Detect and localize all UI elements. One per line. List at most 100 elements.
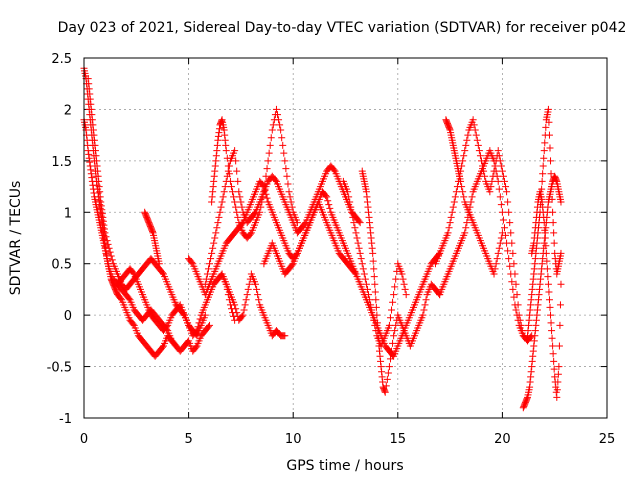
data-point (345, 193, 353, 201)
data-point (221, 136, 229, 144)
data-point (449, 203, 457, 211)
data-point (544, 273, 552, 281)
data-point (548, 195, 556, 203)
series-arc-13 (431, 116, 527, 340)
data-point (512, 306, 520, 314)
data-point (360, 270, 368, 278)
data-point (254, 291, 262, 299)
data-point (492, 260, 500, 268)
data-point (265, 149, 273, 157)
data-point (371, 288, 379, 296)
data-point (511, 301, 519, 309)
data-point (211, 234, 219, 242)
data-point (539, 208, 547, 216)
data-points (80, 64, 565, 412)
data-point (355, 244, 363, 252)
data-point (381, 388, 389, 396)
data-point (204, 323, 212, 331)
data-point (551, 249, 559, 257)
data-point (530, 234, 538, 242)
data-point (188, 258, 196, 266)
data-point (543, 265, 551, 273)
data-point (210, 172, 218, 180)
data-point (193, 327, 201, 335)
data-point (240, 306, 248, 314)
x-axis-label: GPS time / hours (286, 458, 403, 474)
data-point (547, 319, 555, 327)
data-point (252, 280, 260, 288)
data-point (215, 213, 223, 221)
data-point (84, 147, 92, 155)
data-point (385, 363, 393, 371)
data-point (542, 123, 550, 131)
data-point (469, 116, 477, 124)
data-point (496, 157, 504, 165)
data-point (527, 296, 535, 304)
data-point (540, 219, 548, 227)
data-point (531, 229, 539, 237)
data-point (353, 234, 361, 242)
data-point (554, 378, 562, 386)
data-point (213, 147, 221, 155)
y-tick-label: -1 (59, 412, 72, 427)
data-point (95, 177, 103, 185)
data-point (490, 270, 498, 278)
data-point (365, 208, 373, 216)
data-point (366, 219, 374, 227)
data-point (275, 116, 283, 124)
data-point (529, 347, 537, 355)
data-point (255, 296, 263, 304)
data-point (460, 152, 468, 160)
data-point (277, 126, 285, 134)
data-point (447, 213, 455, 221)
data-point (531, 255, 539, 263)
data-point (494, 249, 502, 257)
data-point (528, 291, 536, 299)
data-point (536, 280, 544, 288)
data-point (237, 198, 245, 206)
data-point (532, 219, 540, 227)
data-point (513, 311, 521, 319)
data-point (210, 177, 218, 185)
data-point (232, 305, 240, 313)
data-point (344, 188, 352, 196)
data-point (505, 208, 513, 216)
data-point (158, 343, 166, 351)
data-point (557, 249, 565, 257)
data-point (95, 197, 103, 205)
data-point (102, 233, 110, 241)
data-point (363, 198, 371, 206)
series-arc-8 (208, 105, 301, 242)
data-point (538, 260, 546, 268)
data-point (509, 285, 517, 293)
data-point (212, 229, 220, 237)
data-point (371, 321, 379, 329)
data-point (503, 188, 511, 196)
data-point (93, 162, 101, 170)
data-point (378, 373, 386, 381)
data-point (526, 311, 534, 319)
data-point (366, 224, 374, 232)
data-point (96, 188, 104, 196)
data-point (103, 237, 111, 245)
data-point (241, 301, 249, 309)
data-point (445, 224, 453, 232)
data-point (158, 269, 166, 277)
data-point (234, 213, 242, 221)
data-point (85, 154, 93, 162)
data-point (280, 149, 288, 157)
y-tick-label: 0 (64, 309, 72, 324)
data-point (533, 306, 541, 314)
data-point (271, 176, 279, 184)
data-point (268, 126, 276, 134)
data-point (256, 208, 264, 216)
data-point (101, 229, 109, 237)
data-point (495, 244, 503, 252)
data-point (215, 125, 223, 133)
data-point (531, 327, 539, 335)
data-point (370, 273, 378, 281)
data-point (420, 306, 428, 314)
data-point (502, 183, 510, 191)
data-point (233, 167, 241, 175)
data-point (85, 85, 93, 93)
